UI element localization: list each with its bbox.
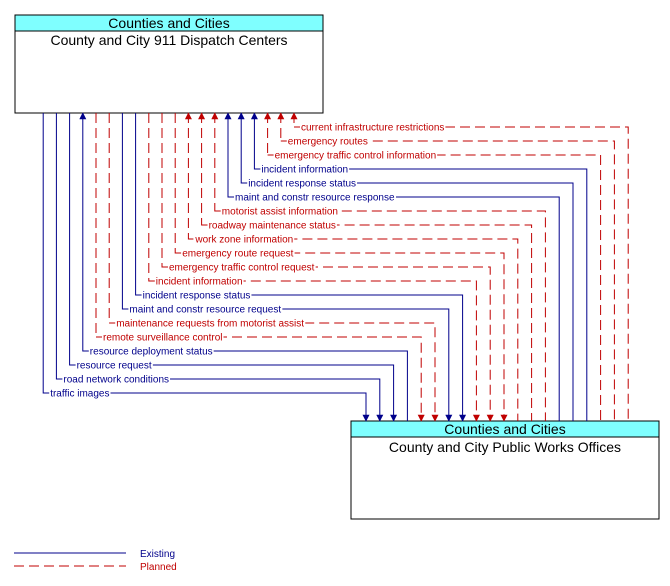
- top-box-category: Counties and Cities: [108, 15, 229, 31]
- flow-label: incident information: [261, 165, 348, 176]
- flow-line: [69, 113, 398, 422]
- flow-line: [55, 113, 384, 422]
- flow-label: maint and constr resource request: [129, 305, 281, 316]
- flow-label: work zone information: [194, 235, 293, 246]
- flow-label: current infrastructure restrictions: [301, 123, 444, 134]
- flow-line: [135, 113, 467, 422]
- flow-label: emergency route request: [182, 249, 293, 260]
- flow-line: [264, 112, 602, 421]
- flow-line: [211, 112, 546, 421]
- flow-label: incident response status: [248, 179, 356, 190]
- flow-line: [250, 112, 588, 421]
- flow-label: emergency routes: [288, 137, 368, 148]
- flow-label-background: [286, 136, 369, 148]
- top-box-name: County and City 911 Dispatch Centers: [50, 32, 287, 48]
- flow-label-background: [168, 262, 316, 274]
- legend: Existing Planned: [14, 549, 177, 573]
- flow-label-background: [193, 234, 295, 246]
- flow-label-background: [181, 248, 295, 260]
- flow-label-background: [220, 206, 339, 218]
- flow-label-background: [273, 150, 438, 162]
- flow-label-background: [62, 374, 171, 386]
- flow-label: road network conditions: [63, 375, 169, 386]
- bottom-box: Counties and Cities County and City Publ…: [350, 420, 660, 520]
- flow-label-background: [260, 164, 350, 176]
- flow-label: maint and constr resource response: [235, 193, 395, 204]
- legend-planned-label: Planned: [140, 562, 177, 573]
- flow-label: incident information: [156, 277, 243, 288]
- top-box: Counties and Cities County and City 911 …: [14, 14, 324, 114]
- bottom-box-name: County and City Public Works Offices: [389, 439, 621, 455]
- flow-label-background: [247, 178, 358, 190]
- flow-label: resource request: [77, 361, 152, 372]
- flow-label-background: [234, 192, 396, 204]
- flow-label: remote surveillance control: [103, 333, 223, 344]
- flow-label: maintenance requests from motorist assis…: [116, 319, 304, 330]
- flow-label: emergency traffic control request: [169, 263, 315, 274]
- flow-label: resource deployment status: [90, 347, 213, 358]
- flow-line: [184, 112, 519, 421]
- top-box-header: [14, 14, 324, 32]
- flow-line: [42, 113, 370, 422]
- flow-label-background: [141, 290, 252, 302]
- flow-line: [161, 113, 494, 422]
- flow-label-background: [128, 304, 283, 316]
- flow-label-background: [207, 220, 337, 232]
- flow-line: [277, 112, 615, 421]
- flow-line: [121, 113, 453, 422]
- flows: current infrastructure restrictions emerg…: [42, 112, 629, 422]
- flow-label-background: [300, 122, 446, 134]
- flow-label-background: [102, 332, 224, 344]
- flow-label: traffic images: [50, 389, 109, 400]
- flow-line: [198, 112, 533, 421]
- flow-label: roadway maintenance status: [209, 221, 336, 232]
- flow-label-background: [49, 388, 111, 400]
- flow-label-background: [88, 346, 214, 358]
- flow-line: [108, 113, 439, 422]
- legend-existing-label: Existing: [140, 549, 175, 560]
- bottom-box-category: Counties and Cities: [444, 421, 565, 437]
- flow-label: emergency traffic control information: [275, 151, 437, 162]
- flow-line: [148, 113, 480, 422]
- flow-label: incident response status: [143, 291, 251, 302]
- flow-label-background: [115, 318, 306, 330]
- flow-line: [95, 113, 425, 422]
- flow-line: [174, 113, 508, 422]
- flow-label-background: [75, 360, 153, 372]
- flow-line: [79, 112, 408, 421]
- flow-label-background: [154, 276, 244, 288]
- flow-line: [290, 112, 629, 421]
- flow-label: motorist assist information: [222, 207, 338, 218]
- flow-line: [237, 112, 574, 421]
